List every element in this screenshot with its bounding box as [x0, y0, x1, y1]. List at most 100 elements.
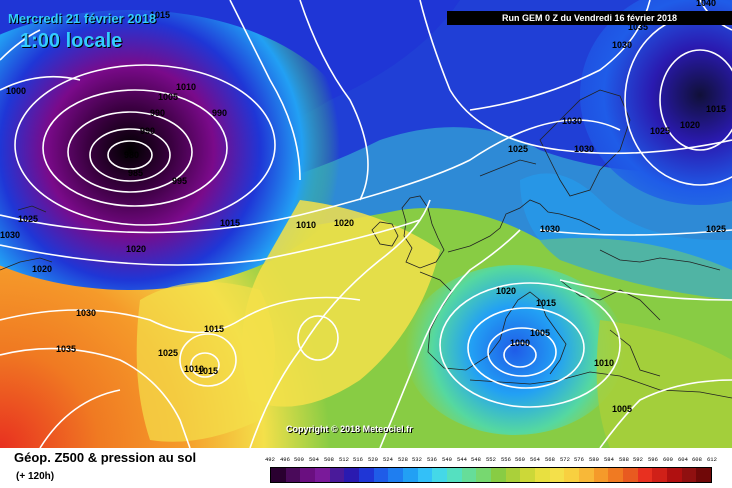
- scale-tick-label: 524: [383, 456, 393, 463]
- isobar-label: 1015: [706, 104, 726, 114]
- scale-tick-label: 564: [530, 456, 540, 463]
- isobar-label: 1030: [540, 224, 560, 234]
- scale-swatch: [359, 468, 374, 482]
- isobar-label: 1025: [706, 224, 726, 234]
- isobar-label: 1020: [680, 120, 700, 130]
- pressure-geopotential-map: 1040 1015 1000 1010 1005 990 990 990 980…: [0, 0, 732, 448]
- scale-swatch: [564, 468, 580, 482]
- isobar-label: 1015: [198, 366, 218, 376]
- forecast-lead-time: (+ 120h): [16, 471, 55, 482]
- isobar-label: 1015: [204, 324, 224, 334]
- isobar-label: 980: [124, 150, 139, 160]
- scale-tick-label: 584: [604, 456, 614, 463]
- legend-footer: Géop. Z500 & pression au sol (+ 120h) 49…: [0, 448, 732, 488]
- model-run-label: Run GEM 0 Z du Vendredi 16 février 2018: [447, 11, 732, 25]
- scale-swatch: [344, 468, 360, 482]
- isobar-label: 1020: [334, 218, 354, 228]
- isobar-label: 995: [172, 176, 187, 186]
- scale-swatch: [608, 468, 624, 482]
- isobar-label: 985: [128, 168, 143, 178]
- isobar-label: 1005: [612, 404, 632, 414]
- isobar-label: 1025: [508, 144, 528, 154]
- scale-tick-label: 516: [353, 456, 363, 463]
- scale-swatch: [432, 468, 448, 482]
- color-scale-ticks: 492 496 500 504 508 512 516 520 524 528 532 536 540 5…: [265, 456, 717, 466]
- isobar-label: 1040: [696, 0, 716, 8]
- scale-tick-label: 572: [560, 456, 570, 463]
- scale-swatch: [300, 468, 316, 482]
- scale-swatch: [681, 468, 697, 482]
- scale-tick-label: 560: [515, 456, 525, 463]
- isobar-labels: 1040 1015 1000 1010 1005 990 990 990 980…: [0, 0, 726, 414]
- scale-swatch: [623, 468, 638, 482]
- scale-swatch: [461, 468, 477, 482]
- isobars: [0, 0, 732, 448]
- isobar-label: 990: [140, 126, 155, 136]
- isobar-label: 1015: [220, 218, 240, 228]
- scale-swatch: [373, 468, 389, 482]
- isobar-label: 1015: [150, 10, 170, 20]
- scale-tick-label: 544: [457, 456, 467, 463]
- scale-swatch: [315, 468, 330, 482]
- scale-swatch: [271, 468, 286, 482]
- scale-tick-label: 528: [398, 456, 408, 463]
- isobar-label: 1025: [158, 348, 178, 358]
- isobar-label: 1005: [158, 92, 178, 102]
- scale-tick-label: 504: [309, 456, 319, 463]
- isobar-label: 1035: [56, 344, 76, 354]
- scale-tick-label: 576: [574, 456, 584, 463]
- scale-tick-label: 548: [471, 456, 481, 463]
- scale-swatch: [535, 468, 550, 482]
- scale-tick-label: 520: [368, 456, 378, 463]
- scale-swatch: [476, 468, 492, 482]
- scale-tick-label: 568: [545, 456, 555, 463]
- scale-swatch: [285, 468, 301, 482]
- scale-swatch: [505, 468, 521, 482]
- scale-swatch: [403, 468, 418, 482]
- isobar-label: 1030: [612, 40, 632, 50]
- scale-tick-label: 592: [633, 456, 643, 463]
- isobar-label: 1005: [530, 328, 550, 338]
- isobar-label: 1020: [496, 286, 516, 296]
- isobar-label: 1020: [32, 264, 52, 274]
- scale-tick-label: 512: [339, 456, 349, 463]
- scale-tick-label: 492: [265, 456, 275, 463]
- scale-swatch: [667, 468, 682, 482]
- scale-tick-label: 596: [648, 456, 658, 463]
- scale-tick-label: 540: [442, 456, 452, 463]
- isobar-label: 1030: [574, 144, 594, 154]
- isobar-label: 1030: [562, 116, 582, 126]
- isobar-label: 1020: [126, 244, 146, 254]
- isobar-label: 1010: [176, 82, 196, 92]
- scale-swatch: [329, 468, 345, 482]
- scale-swatch: [579, 468, 594, 482]
- isobar-label: 1010: [296, 220, 316, 230]
- scale-tick-label: 552: [486, 456, 496, 463]
- scale-swatch: [491, 468, 506, 482]
- scale-tick-label: 508: [324, 456, 334, 463]
- map-title: Géop. Z500 & pression au sol: [14, 450, 197, 465]
- isobar-label: 1035: [628, 22, 648, 32]
- isobar-label: 1010: [184, 364, 204, 374]
- scale-tick-label: 600: [663, 456, 673, 463]
- isobar-label: 1030: [0, 230, 20, 240]
- forecast-valid-time: 1:00 locale: [20, 30, 123, 52]
- forecast-valid-date: Mercredi 21 février 2018: [8, 11, 157, 26]
- scale-tick-label: 612: [707, 456, 717, 463]
- scale-swatch: [417, 468, 433, 482]
- scale-tick-label: 580: [589, 456, 599, 463]
- scale-swatch: [652, 468, 668, 482]
- isobar-label: 1025: [18, 214, 38, 224]
- scale-swatch: [637, 468, 653, 482]
- isobar-label: 1015: [536, 298, 556, 308]
- isobar-label: 1000: [6, 86, 26, 96]
- scale-tick-label: 588: [619, 456, 629, 463]
- isobar-label: 990: [212, 108, 227, 118]
- scale-tick-label: 500: [294, 456, 304, 463]
- isobar-label: 1000: [510, 338, 530, 348]
- scale-tick-label: 604: [678, 456, 688, 463]
- isobar-label: 1030: [76, 308, 96, 318]
- scale-swatch: [549, 468, 565, 482]
- isobar-label: 1025: [650, 126, 670, 136]
